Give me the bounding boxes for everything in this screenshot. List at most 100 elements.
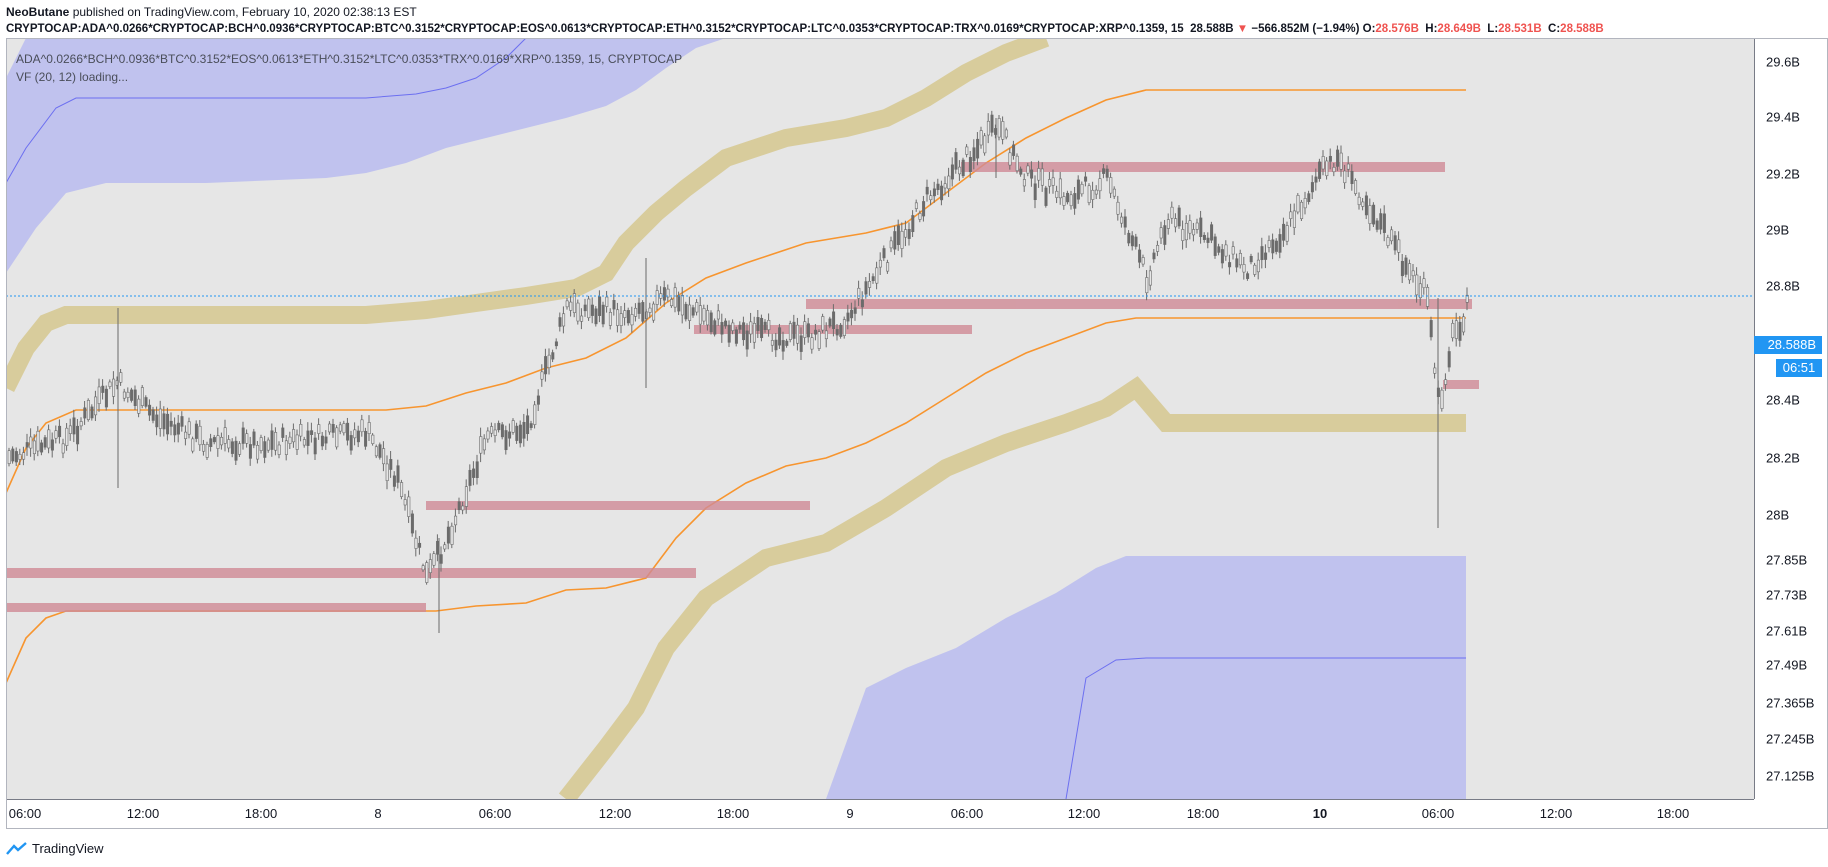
candle — [425, 562, 429, 583]
candle — [940, 185, 944, 201]
candle — [1372, 204, 1376, 225]
brand-name: TradingView — [32, 841, 104, 856]
candle — [587, 298, 591, 319]
candle — [1066, 192, 1070, 203]
candle — [468, 469, 472, 486]
lower-blue-band — [826, 556, 1466, 799]
candle — [313, 437, 317, 455]
time-tick: 06:00 — [950, 806, 984, 821]
candle — [490, 426, 494, 434]
candle — [194, 423, 198, 439]
candle — [1357, 196, 1361, 206]
candle — [1339, 152, 1343, 170]
candle — [180, 416, 184, 427]
candle — [1001, 121, 1005, 140]
zone-4 — [426, 501, 810, 510]
upper-blue-line — [6, 38, 527, 184]
indicator-legend[interactable]: VF (20, 12) loading... — [16, 70, 129, 84]
candle — [1040, 168, 1044, 186]
candle — [1188, 220, 1192, 234]
candle — [1300, 201, 1304, 219]
candle — [1217, 246, 1221, 253]
candle — [79, 421, 83, 427]
candle — [112, 378, 116, 397]
candle — [104, 388, 108, 408]
symbol-name[interactable]: CRYPTOCAP:ADA^0.0266*CRYPTOCAP:BCH^0.093… — [6, 23, 1184, 35]
candle — [965, 146, 969, 155]
candle — [137, 398, 141, 414]
candle — [464, 486, 468, 507]
candle — [158, 408, 162, 429]
candle — [1051, 177, 1055, 186]
candle — [871, 276, 875, 282]
candle — [1109, 177, 1113, 194]
candle — [274, 432, 278, 451]
price-tick: 28B — [1766, 507, 1790, 523]
candle — [648, 307, 652, 313]
candle — [612, 300, 616, 310]
candle — [446, 526, 450, 544]
candle — [1285, 225, 1289, 242]
upper-blue-band — [6, 38, 726, 273]
candle — [749, 321, 753, 335]
candle — [695, 302, 699, 313]
last-price: 28.588B — [1190, 23, 1234, 35]
candle — [14, 451, 18, 463]
candle — [374, 446, 378, 457]
time-tick: 12:00 — [598, 806, 632, 821]
author-name[interactable]: NeoButane — [6, 5, 70, 19]
candle — [54, 430, 58, 439]
candle — [1184, 222, 1188, 241]
candle — [1138, 249, 1142, 263]
chart-pane[interactable] — [6, 38, 1754, 799]
candle — [785, 340, 789, 346]
candle — [1465, 294, 1469, 303]
candle — [738, 324, 742, 330]
candle — [1048, 179, 1052, 187]
candle — [1087, 185, 1091, 203]
candle — [1303, 198, 1307, 209]
candle — [947, 175, 951, 190]
candle — [925, 186, 929, 195]
candle — [1123, 216, 1127, 228]
candle — [1379, 213, 1383, 230]
candle — [310, 430, 314, 435]
candle — [551, 352, 555, 360]
candle — [1400, 260, 1404, 277]
candle — [1141, 257, 1145, 265]
candle — [151, 409, 155, 421]
candle — [986, 120, 990, 136]
candle — [277, 444, 281, 455]
price-change: −566.852M (−1.94%) — [1251, 23, 1360, 35]
candle — [212, 437, 216, 443]
candle — [893, 231, 897, 250]
candle — [1426, 287, 1430, 307]
candle — [1408, 263, 1412, 281]
candle — [652, 303, 656, 321]
candle — [864, 281, 868, 295]
candle — [1120, 216, 1124, 224]
candle — [1019, 168, 1023, 175]
publish-header: NeoButane published on TradingView.com, … — [6, 5, 417, 19]
candle — [1181, 229, 1185, 241]
candle — [799, 335, 803, 352]
time-axis[interactable] — [6, 799, 1754, 830]
candle — [25, 442, 29, 448]
candle — [1343, 170, 1347, 184]
candle — [144, 397, 148, 407]
time-tick: 18:00 — [1186, 806, 1220, 821]
candle — [770, 340, 774, 346]
chart-canvas[interactable] — [6, 38, 1754, 799]
candle — [1429, 320, 1433, 338]
candle — [1447, 351, 1451, 368]
price-axis[interactable] — [1754, 38, 1828, 799]
candle — [1397, 239, 1401, 253]
candle — [443, 544, 447, 550]
candle — [1249, 255, 1253, 263]
candle — [569, 301, 573, 311]
tradingview-logo[interactable]: TradingView — [6, 841, 104, 856]
time-tick: 06:00 — [478, 806, 512, 821]
series-legend[interactable]: ADA^0.0266*BCH^0.0936*BTC^0.3152*EOS^0.0… — [16, 52, 683, 66]
candle — [788, 323, 792, 340]
candle — [385, 463, 389, 482]
